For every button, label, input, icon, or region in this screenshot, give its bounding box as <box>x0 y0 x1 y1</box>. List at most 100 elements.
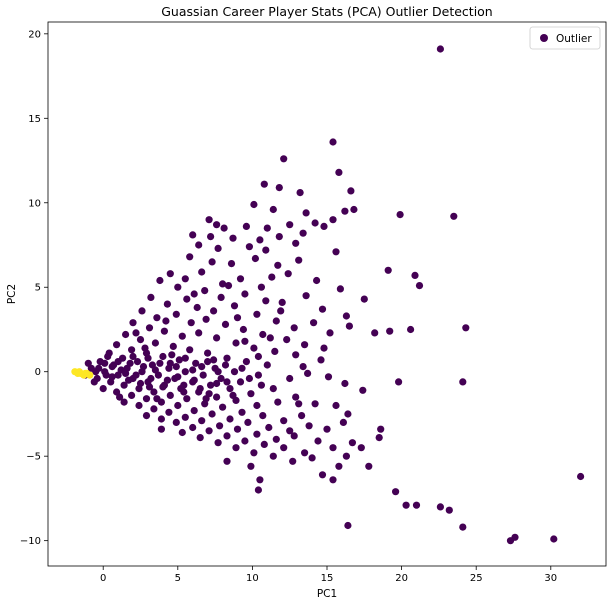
data-point <box>345 322 353 330</box>
data-point <box>459 523 467 531</box>
data-point <box>242 222 250 230</box>
data-point <box>178 428 186 437</box>
data-point <box>329 216 337 224</box>
data-point <box>174 373 182 381</box>
data-point <box>217 293 225 301</box>
data-point <box>295 400 303 408</box>
data-point <box>436 503 444 511</box>
data-point <box>144 354 152 362</box>
plot-frame <box>47 21 607 567</box>
data-point <box>186 253 194 261</box>
data-point <box>320 344 328 352</box>
data-point <box>320 222 328 230</box>
data-point <box>216 422 224 430</box>
data-point <box>251 254 259 263</box>
data-point <box>120 381 128 389</box>
data-point <box>304 369 312 377</box>
y-axis-ticks: −10 −5 0 5 10 15 20 <box>20 29 48 547</box>
y-tick-label: 15 <box>28 114 41 125</box>
data-point <box>122 369 130 377</box>
data-point <box>172 363 180 371</box>
data-point <box>219 280 227 288</box>
data-point <box>377 425 385 433</box>
data-point <box>165 408 173 416</box>
data-point <box>384 266 392 274</box>
data-point <box>269 452 277 460</box>
data-point <box>577 472 585 481</box>
legend-entry-outlier: Outlier <box>556 33 592 45</box>
y-tick-label: 5 <box>35 283 41 294</box>
data-point <box>220 224 228 232</box>
data-point <box>341 379 349 388</box>
data-point <box>263 361 271 369</box>
data-point <box>284 270 292 278</box>
data-point <box>286 221 294 229</box>
data-point <box>108 373 116 381</box>
data-point <box>275 233 283 241</box>
data-point <box>335 168 343 176</box>
data-point <box>375 434 383 442</box>
data-point <box>357 444 365 452</box>
data-point <box>239 325 247 334</box>
data-point <box>233 425 242 433</box>
data-point <box>254 352 262 361</box>
data-point <box>260 180 268 188</box>
x-tick-label: 10 <box>246 573 259 584</box>
data-point <box>392 488 400 496</box>
data-point <box>163 376 171 384</box>
data-point <box>99 385 107 393</box>
data-point <box>163 300 171 308</box>
data-point <box>114 358 122 366</box>
data-point <box>139 363 148 371</box>
data-point <box>280 444 288 452</box>
data-point <box>271 347 279 355</box>
data-point <box>207 381 215 389</box>
data-point <box>214 244 222 252</box>
data-point <box>132 371 140 379</box>
data-point <box>292 239 300 247</box>
data-point <box>181 368 189 376</box>
data-point <box>208 258 216 266</box>
data-point <box>253 430 261 438</box>
data-point <box>168 351 176 359</box>
data-point <box>365 462 373 470</box>
data-point <box>259 330 267 339</box>
data-point <box>186 346 194 354</box>
data-point <box>108 363 116 371</box>
data-point <box>92 368 100 376</box>
data-point <box>147 293 155 301</box>
data-point <box>257 381 265 389</box>
data-point <box>198 417 206 425</box>
data-point <box>142 412 151 420</box>
data-point <box>175 356 183 364</box>
data-point <box>342 452 350 460</box>
data-point <box>157 415 165 423</box>
data-point <box>329 444 337 452</box>
data-point <box>199 371 207 379</box>
data-point <box>229 391 237 399</box>
data-point <box>166 270 174 278</box>
data-point <box>153 395 161 403</box>
y-tick-label: 0 <box>35 367 41 378</box>
data-point <box>268 273 276 281</box>
data-point <box>250 344 258 352</box>
data-point <box>132 329 140 337</box>
data-point <box>205 427 213 435</box>
data-point <box>181 275 189 283</box>
data-point <box>166 391 174 399</box>
data-point <box>329 476 337 484</box>
data-point <box>141 344 149 352</box>
legend-marker <box>540 34 548 42</box>
legend: Outlier <box>529 26 601 50</box>
data-point <box>159 383 167 391</box>
data-point <box>84 359 92 367</box>
data-point <box>90 378 98 386</box>
data-point <box>241 290 249 298</box>
data-point <box>181 354 189 362</box>
data-point <box>266 334 274 342</box>
data-point <box>308 454 316 462</box>
data-point <box>241 337 249 345</box>
data-point <box>101 359 109 367</box>
data-point <box>253 401 261 410</box>
